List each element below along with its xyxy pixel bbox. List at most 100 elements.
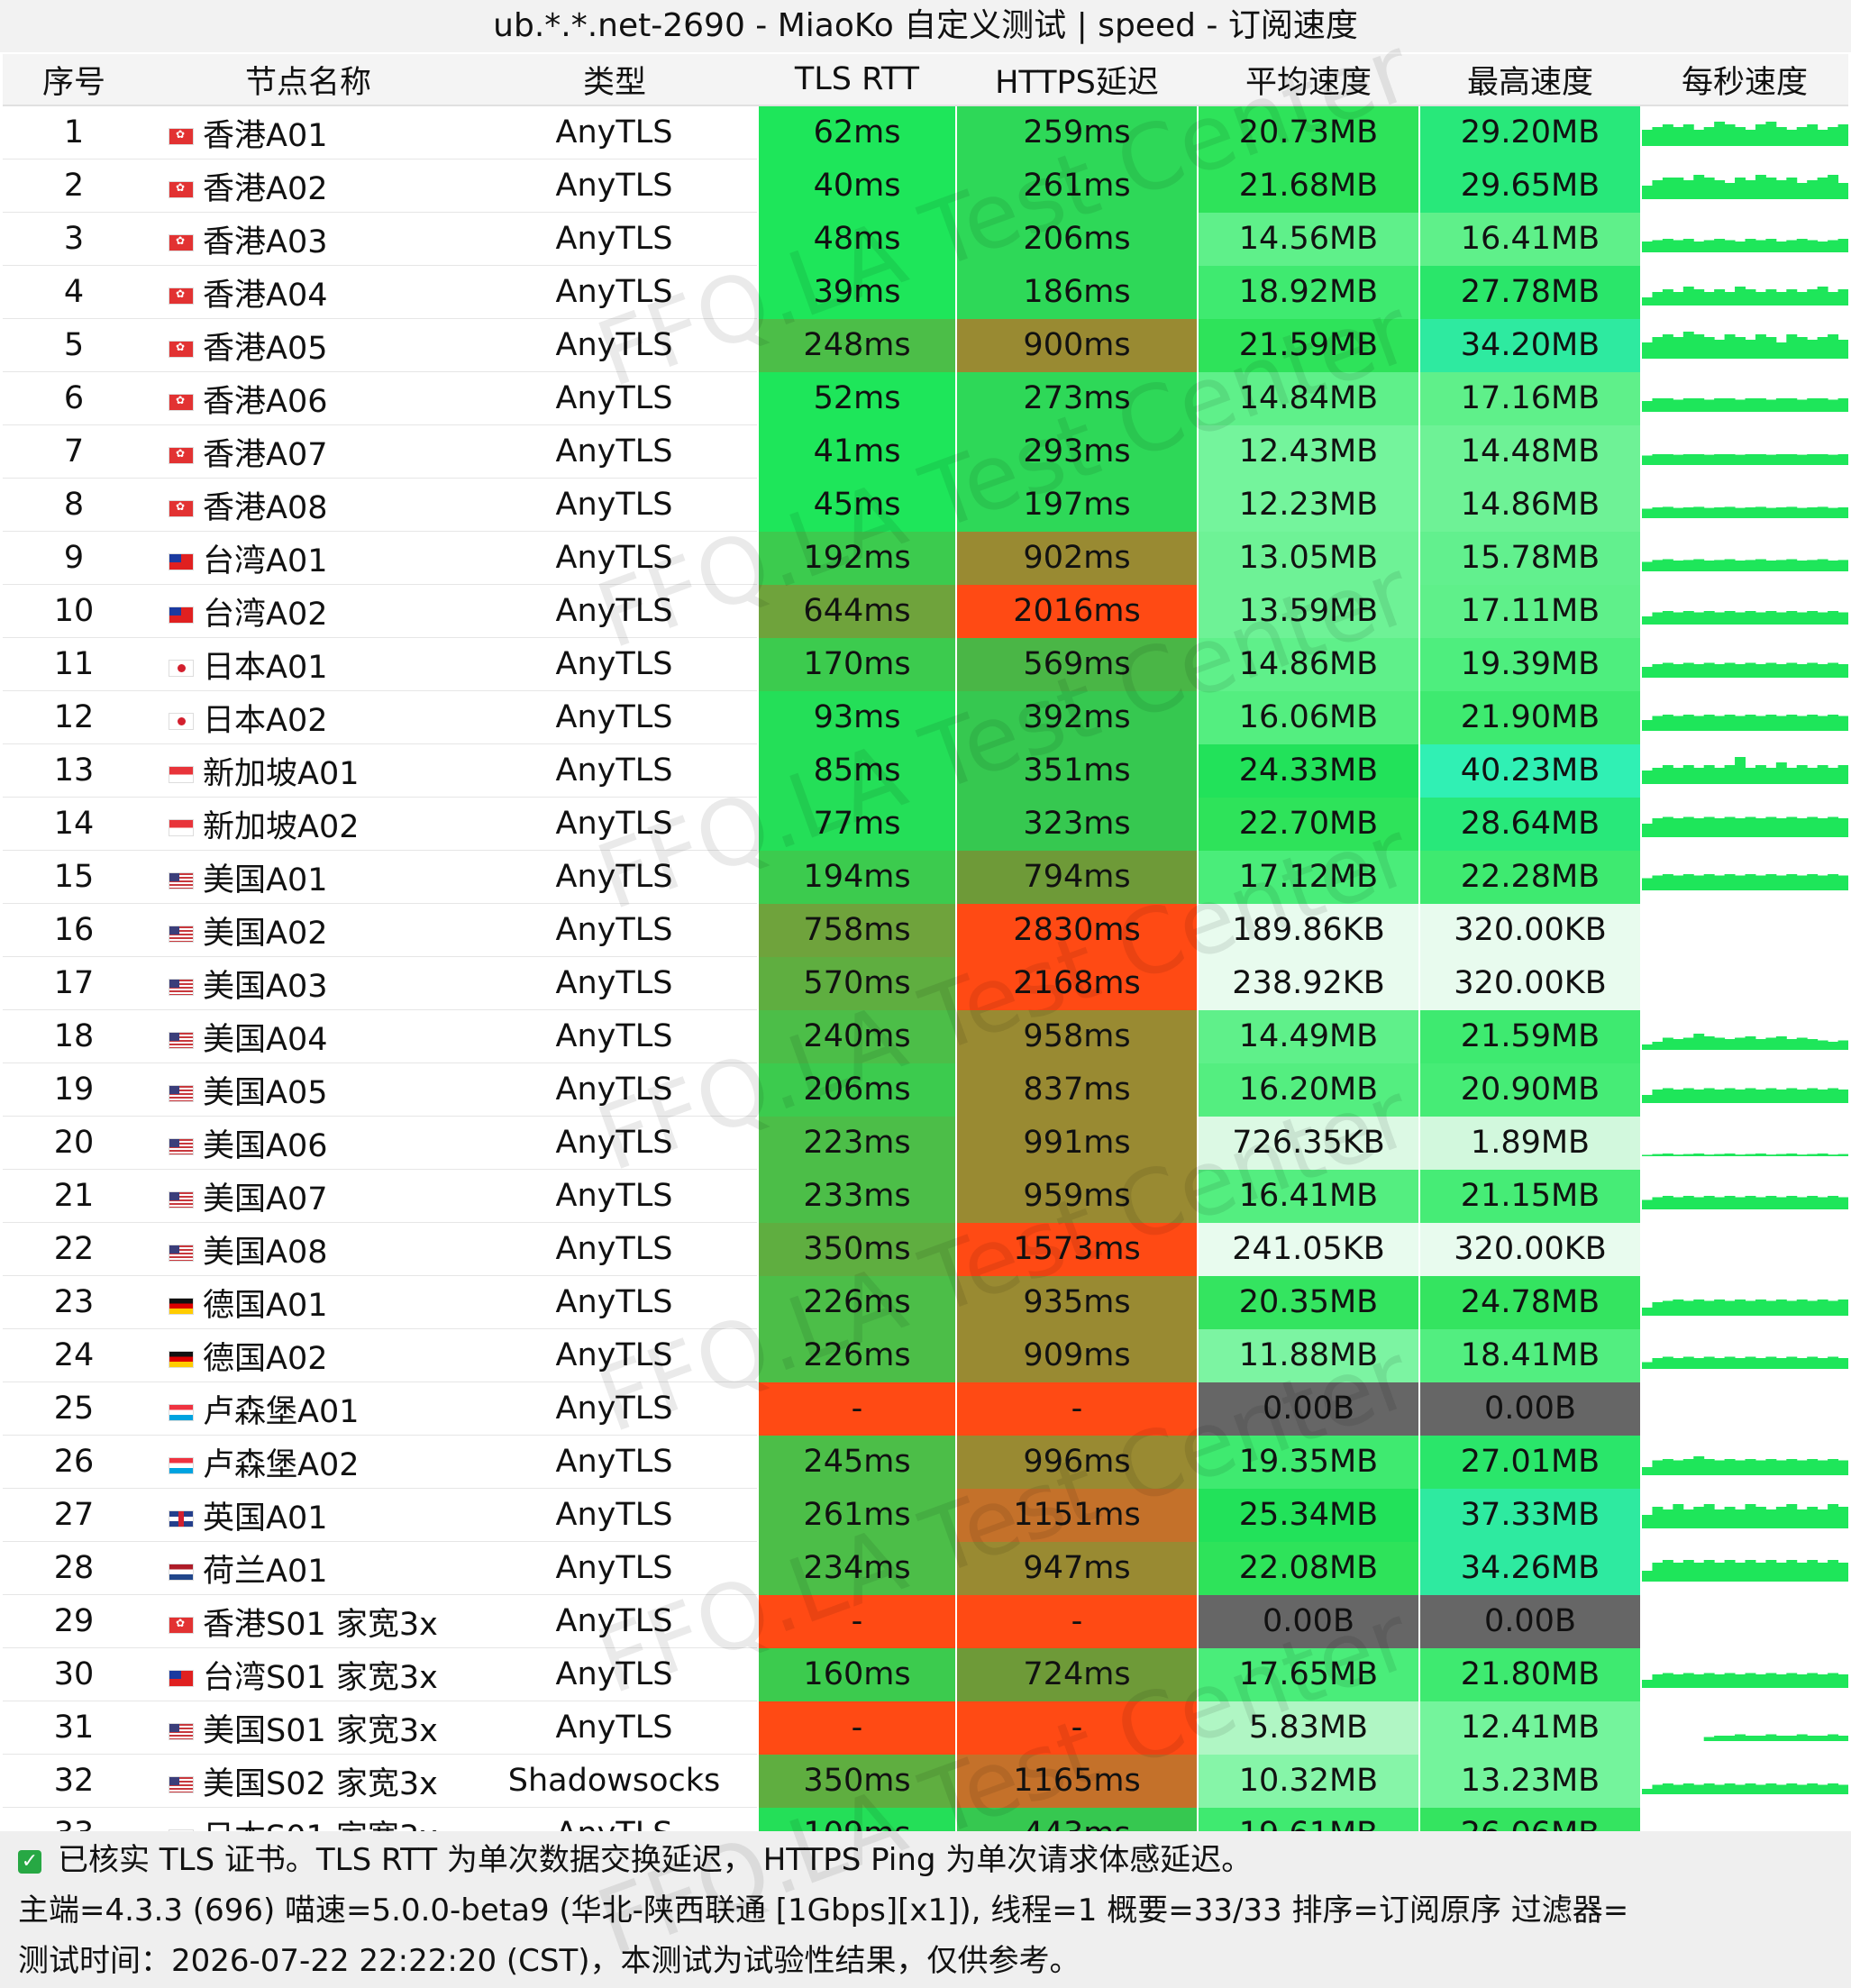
sparkline-bar: [1796, 1358, 1808, 1369]
sparkline-bar: [1703, 1459, 1715, 1475]
col-header-avg-speed[interactable]: 平均速度: [1198, 54, 1419, 106]
sparkline-bar: [1714, 560, 1726, 571]
sparkline-bar: [1735, 399, 1746, 412]
sparkline-bar: [1786, 1736, 1798, 1741]
sparkline-bar: [1786, 1459, 1798, 1475]
https-latency-cell: 273ms: [955, 371, 1198, 425]
flag-de-icon: [169, 1351, 194, 1368]
sparkline-bar: [1682, 454, 1694, 465]
sparkline-bar: [1724, 292, 1736, 305]
table-row[interactable]: 28 荷兰A01 AnyTLS 234ms 947ms 22.08MB 34.26MB: [3, 1541, 1848, 1595]
sparkline-bar: [1703, 399, 1715, 412]
table-row[interactable]: 32 美国S02 家宽3x Shadowsocks 350ms 1165ms 10.32M…: [3, 1754, 1848, 1808]
sparkline-bar: [1837, 612, 1848, 625]
node-type: AnyTLS: [471, 1116, 758, 1170]
sparkline-bar: [1775, 454, 1787, 465]
col-header-type[interactable]: 类型: [471, 54, 758, 106]
sparkline-bar: [1682, 1196, 1694, 1209]
sparkline-bar: [1745, 507, 1756, 518]
table-row[interactable]: 30 台湾S01 家宽3x AnyTLS 160ms 724ms 17.65MB 21.80…: [3, 1647, 1848, 1701]
tls-rtt-cell: 170ms: [757, 637, 956, 691]
sparkline-bar: [1765, 874, 1777, 890]
table-row[interactable]: 21 美国A07 AnyTLS 233ms 959ms 16.41MB 21.15MB: [3, 1169, 1848, 1223]
sparkline-bar: [1724, 1560, 1736, 1582]
col-header-name[interactable]: 节点名称: [145, 54, 471, 106]
sparkline-bar: [1807, 507, 1819, 518]
sparkline-bar: [1693, 664, 1705, 678]
table-row[interactable]: 9 台湾A01 AnyTLS 192ms 902ms 13.05MB 15.78MB: [3, 531, 1848, 585]
sparkline-bar: [1755, 818, 1766, 837]
table-row[interactable]: 10 台湾A02 AnyTLS 644ms 2016ms 13.59MB 17.11MB: [3, 584, 1848, 638]
col-header-tls-rtt[interactable]: TLS RTT: [758, 54, 956, 106]
node-name-text: 香港A05: [203, 330, 328, 367]
row-index: 16: [3, 903, 145, 957]
sparkline-bar: [1682, 874, 1694, 890]
flag-us-icon: [169, 1085, 194, 1102]
sparkline-bar: [1837, 289, 1848, 305]
sparkline-bar: [1662, 1154, 1673, 1156]
status-line-backend: 主端=4.3.3 (696) 喵速=5.0.0-beta9 (华北-陕西联通 […: [18, 1892, 1629, 1929]
sparkline-bar: [1828, 399, 1839, 412]
sparkline-bar: [1673, 875, 1684, 890]
table-row[interactable]: 12 日本A02 AnyTLS 93ms 392ms 16.06MB 21.90MB: [3, 690, 1848, 744]
table-row[interactable]: 17 美国A03 AnyTLS 570ms 2168ms 238.92KB 320.00KB: [3, 956, 1848, 1010]
col-header-https-latency[interactable]: HTTPS延迟: [956, 54, 1198, 106]
table-row[interactable]: 26 卢森堡A02 AnyTLS 245ms 996ms 19.35MB 27.01MB: [3, 1435, 1848, 1489]
table-row[interactable]: 22 美国A08 AnyTLS 350ms 1573ms 241.05KB 320.00KB: [3, 1222, 1848, 1276]
table-row[interactable]: 11 日本A01 AnyTLS 170ms 569ms 14.86MB 19.39MB: [3, 637, 1848, 691]
sparkline-bar: [1745, 239, 1756, 252]
table-row[interactable]: 20 美国A06 AnyTLS 223ms 991ms 726.35KB 1.89MB: [3, 1116, 1848, 1170]
table-row[interactable]: 13 新加坡A01 AnyTLS 85ms 351ms 24.33MB 40.23MB: [3, 743, 1848, 798]
row-index: 4: [3, 265, 145, 319]
flag-hk-icon: [169, 181, 194, 198]
speed-sparkline: [1643, 1504, 1848, 1528]
table-row[interactable]: 14 新加坡A02 AnyTLS 77ms 323ms 22.70MB 28.64MB: [3, 797, 1848, 851]
sparkline-bar: [1755, 1563, 1766, 1582]
https-latency-cell: -: [955, 1701, 1198, 1755]
speed-sparkline: [1643, 1196, 1848, 1209]
sparkline-bar: [1682, 1300, 1694, 1316]
flag-us-icon: [169, 979, 194, 996]
sparkline-bar: [1807, 874, 1819, 890]
sparkline-bar: [1796, 292, 1808, 305]
node-name-text: 荷兰A01: [203, 1553, 328, 1590]
table-row[interactable]: 27 英国A01 AnyTLS 261ms 1151ms 25.34MB 37.33MB: [3, 1488, 1848, 1542]
table-row[interactable]: 18 美国A04 AnyTLS 240ms 958ms 14.49MB 21.59MB: [3, 1009, 1848, 1063]
per-second-speed-cell: [1640, 1169, 1848, 1223]
row-index: 31: [3, 1701, 145, 1755]
tls-rtt-cell: -: [757, 1382, 956, 1436]
sparkline-bar: [1837, 664, 1848, 678]
sparkline-bar: [1775, 818, 1787, 837]
max-speed-cell: 34.26MB: [1418, 1541, 1641, 1595]
sparkline-bar: [1703, 1196, 1715, 1209]
sparkline-bar: [1673, 454, 1684, 465]
sparkline-bar: [1786, 334, 1798, 359]
table-row[interactable]: 19 美国A05 AnyTLS 206ms 837ms 16.20MB 20.90MB: [3, 1062, 1848, 1117]
sparkline-bar: [1807, 768, 1819, 784]
col-header-index[interactable]: 序号: [3, 54, 145, 106]
table-row[interactable]: 25 卢森堡A01 AnyTLS - -0.00B 0.00B: [3, 1382, 1848, 1436]
table-row[interactable]: 24 德国A02 AnyTLS 226ms 909ms 11.88MB 18.41MB: [3, 1328, 1848, 1382]
row-index: 26: [3, 1435, 145, 1489]
col-header-per-second-speed[interactable]: 每秒速度: [1641, 54, 1848, 106]
table-row[interactable]: 23 德国A01 AnyTLS 226ms 935ms 20.35MB 24.78MB: [3, 1275, 1848, 1329]
table-row[interactable]: 16 美国A02 AnyTLS 758ms 2830ms 189.86KB 320.00KB: [3, 903, 1848, 957]
node-name-text: 香港A06: [203, 383, 328, 420]
col-header-max-speed[interactable]: 最高速度: [1419, 54, 1641, 106]
sparkline-bar: [1775, 1507, 1787, 1528]
sparkline-bar: [1693, 1456, 1705, 1475]
table-row[interactable]: 15 美国A01 AnyTLS 194ms 794ms 17.12MB 22.28MB: [3, 850, 1848, 904]
table-row[interactable]: 31 美国S01 家宽3x AnyTLS - -5.83MB 12.41MB: [3, 1701, 1848, 1755]
sparkline-bar: [1682, 1509, 1694, 1528]
node-name: 香港A06: [145, 371, 471, 425]
avg-speed-cell: 12.23MB: [1197, 478, 1419, 532]
